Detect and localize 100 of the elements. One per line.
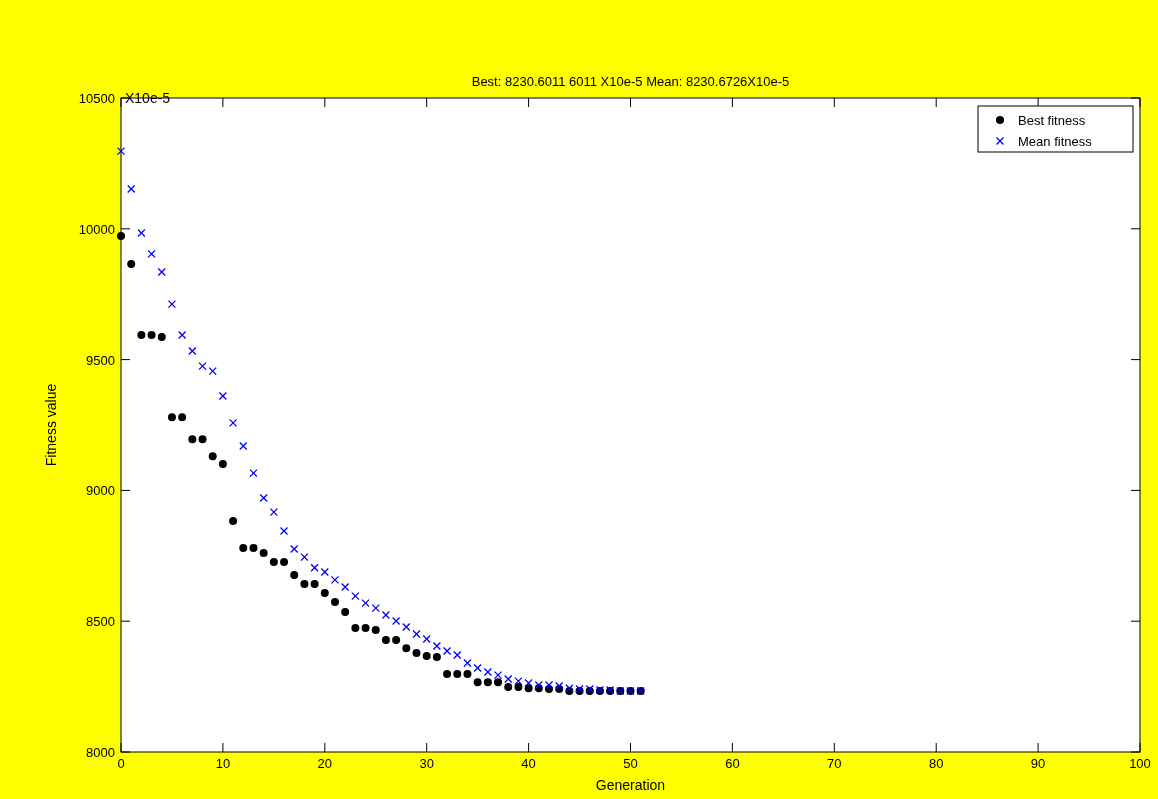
point bbox=[504, 674, 513, 684]
point bbox=[494, 678, 503, 687]
point bbox=[422, 634, 431, 644]
legend-label: Best fitness bbox=[1018, 113, 1086, 128]
point bbox=[269, 507, 278, 517]
point bbox=[208, 366, 217, 376]
point bbox=[117, 232, 125, 241]
point bbox=[493, 670, 503, 680]
point bbox=[290, 570, 299, 579]
point bbox=[351, 591, 360, 601]
point bbox=[443, 670, 452, 679]
x-tick-label: 100 bbox=[1129, 756, 1151, 771]
point bbox=[239, 543, 248, 552]
point bbox=[473, 663, 482, 673]
point bbox=[198, 435, 207, 444]
x-tick-label: 0 bbox=[117, 756, 125, 771]
point bbox=[167, 299, 177, 309]
point bbox=[279, 526, 289, 536]
x-tick-label: 40 bbox=[521, 756, 536, 771]
point bbox=[463, 658, 472, 668]
point bbox=[320, 588, 329, 597]
point bbox=[228, 418, 238, 428]
point bbox=[402, 622, 411, 632]
point bbox=[259, 493, 268, 503]
point bbox=[310, 580, 319, 589]
point bbox=[167, 413, 176, 422]
point bbox=[514, 676, 523, 686]
point bbox=[198, 361, 207, 371]
x-tick-label: 60 bbox=[725, 756, 740, 771]
point bbox=[361, 599, 370, 608]
point bbox=[147, 249, 156, 259]
point bbox=[341, 608, 350, 617]
point bbox=[249, 543, 258, 552]
point bbox=[157, 267, 166, 277]
point bbox=[127, 260, 136, 269]
point bbox=[147, 331, 156, 340]
point bbox=[351, 624, 360, 632]
point bbox=[269, 558, 278, 567]
point bbox=[249, 468, 258, 478]
point bbox=[177, 330, 187, 340]
point bbox=[473, 678, 482, 687]
point bbox=[483, 667, 492, 677]
point bbox=[371, 626, 380, 635]
point bbox=[412, 649, 421, 658]
point bbox=[483, 678, 492, 687]
point bbox=[157, 333, 166, 342]
legend-label: Mean fitness bbox=[1018, 134, 1093, 149]
x-tick-label: 20 bbox=[317, 756, 333, 771]
point bbox=[259, 548, 268, 557]
point bbox=[412, 629, 421, 639]
point bbox=[229, 517, 238, 526]
point bbox=[300, 552, 309, 562]
chart-title: Best: 8230.6011 6011 X10e-5 Mean: 8230.6726X10e-5 bbox=[471, 74, 790, 89]
point bbox=[453, 670, 462, 679]
point bbox=[330, 598, 339, 607]
point bbox=[453, 650, 462, 660]
y-tick-label: 10500 bbox=[78, 91, 115, 106]
point bbox=[300, 580, 309, 589]
y-tick-label: 8000 bbox=[86, 745, 115, 760]
point bbox=[381, 610, 391, 620]
point bbox=[208, 452, 217, 461]
point bbox=[514, 683, 523, 692]
point bbox=[341, 582, 350, 592]
x-tick-label: 30 bbox=[419, 756, 434, 771]
point bbox=[137, 228, 146, 238]
x-axis-title: Generation bbox=[595, 777, 666, 793]
x-tick-label: 70 bbox=[827, 756, 842, 771]
point bbox=[310, 563, 319, 572]
y-axis-title: Fitness value bbox=[43, 383, 59, 467]
point bbox=[116, 146, 126, 156]
point bbox=[402, 644, 411, 653]
x-tick-label: 90 bbox=[1030, 756, 1046, 771]
x-tick-label: 80 bbox=[928, 756, 944, 771]
y-tick-label: 8500 bbox=[86, 614, 115, 630]
point bbox=[137, 331, 146, 340]
point bbox=[218, 459, 227, 468]
point bbox=[524, 678, 533, 688]
point bbox=[371, 603, 380, 613]
point bbox=[188, 346, 197, 356]
point bbox=[330, 575, 340, 585]
point bbox=[381, 636, 390, 645]
point bbox=[188, 435, 197, 444]
point bbox=[432, 653, 441, 662]
y-tick-label: 10000 bbox=[78, 221, 115, 237]
point bbox=[392, 636, 401, 645]
y-tick-label: 9500 bbox=[86, 352, 115, 368]
point bbox=[218, 391, 228, 401]
point bbox=[442, 646, 452, 656]
y-tick-label: 9000 bbox=[86, 483, 115, 499]
point bbox=[504, 683, 513, 692]
x-tick-label: 10 bbox=[215, 756, 231, 771]
annotation: X10e-5 bbox=[125, 90, 171, 106]
point bbox=[290, 544, 299, 554]
point bbox=[239, 441, 248, 451]
point bbox=[432, 641, 442, 651]
point bbox=[320, 567, 329, 577]
point bbox=[280, 558, 289, 567]
point bbox=[422, 651, 431, 660]
point bbox=[178, 413, 187, 422]
x-tick-label: 50 bbox=[623, 756, 638, 771]
